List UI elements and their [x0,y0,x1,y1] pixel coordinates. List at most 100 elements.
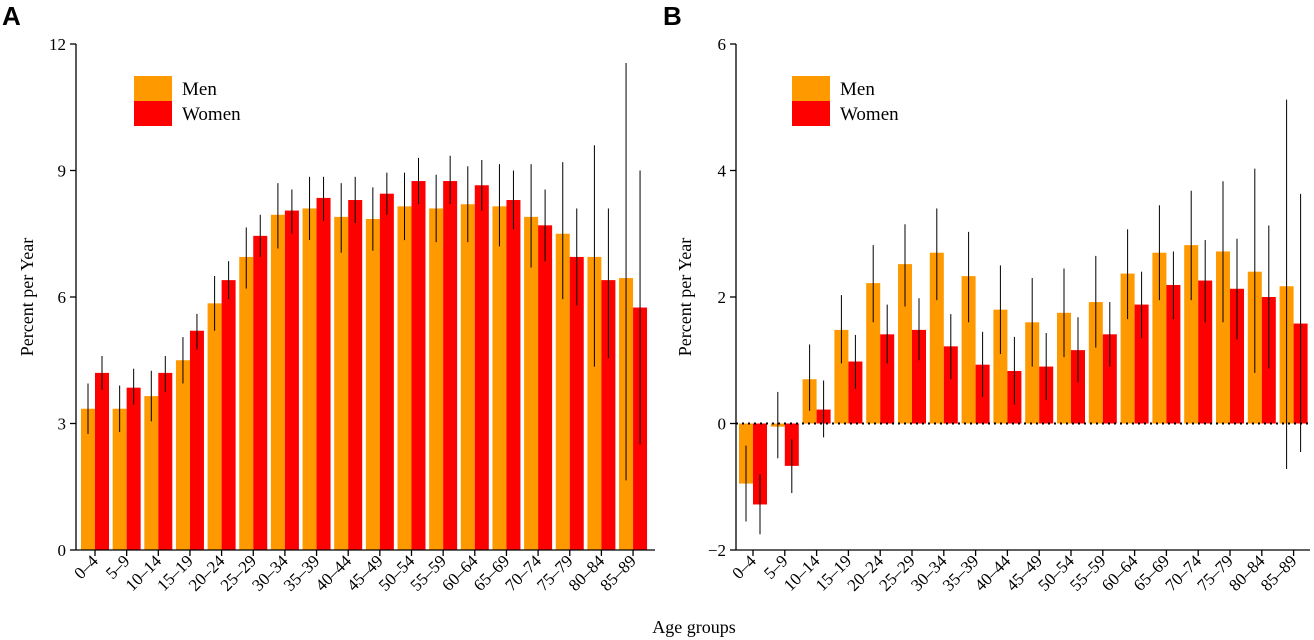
x-tick-label: 10–14 [780,551,824,595]
bar-women-1 [126,387,141,550]
bar-men-0 [81,408,95,550]
bar-men-14 [524,216,539,550]
bar-men-8 [993,309,1008,424]
bar-men-9 [365,218,380,551]
x-tick-label: 30–34 [907,551,951,595]
bar-women-5 [912,329,926,424]
x-tick-label: 35–39 [939,551,982,594]
y-tick-label: 4 [718,162,727,181]
x-tick-label: 85–89 [596,551,639,594]
x-tick-label: 80–84 [1225,551,1269,595]
bar-women-11 [443,181,458,551]
x-tick-label: 25–29 [217,551,260,594]
bar-men-3 [175,360,190,550]
legend-swatch-women [134,101,172,126]
bar-women-4 [221,280,236,550]
bar-women-14 [1198,280,1213,424]
legend-swatch-men [792,76,830,101]
panel-b-legend: Men Women [792,76,899,126]
bar-women-9 [379,193,394,550]
x-tick-label: 70–74 [1162,551,1206,595]
x-tick-label: 0–4 [728,551,760,583]
bar-women-13 [1166,284,1181,424]
bar-men-5 [898,264,912,424]
bar-men-6 [929,252,944,424]
panel-b-ylabel: Percent per Year [675,238,695,356]
bar-women-0 [95,372,109,550]
x-tick-label: 25–29 [875,551,918,594]
bar-women-14 [538,225,553,550]
bar-women-6 [943,346,958,424]
bar-men-14 [1184,245,1199,424]
panel-a-ylabel: Percent per Year [17,238,37,356]
x-tick-label: 60–64 [1098,551,1142,595]
bar-women-5 [253,235,268,551]
bar-women-0 [753,423,767,505]
x-tick-label: 20–24 [844,551,888,595]
x-tick-label: 40–44 [971,551,1015,595]
x-tick-label: 45–49 [1003,551,1046,594]
y-tick-label: 9 [58,162,67,181]
x-tick-label: 55–59 [1066,551,1109,594]
bar-men-15 [555,233,570,550]
bar-men-10 [1057,312,1071,424]
bar-women-2 [158,372,173,550]
x-tick-label: 75–79 [533,551,576,594]
bar-men-15 [1216,251,1230,424]
y-tick-label: 6 [718,35,727,54]
bar-women-8 [348,200,363,550]
bar-women-15 [1230,288,1244,424]
panel-a-chart: A Percent per Year 0–4 5–910–1415–1920–24… [2,1,655,595]
legend-label-women: Women [840,104,899,125]
y-tick-label: 12 [49,35,66,54]
x-tick-label: 65–69 [1130,551,1173,594]
bar-women-3 [848,361,863,424]
x-tick-label: 65–69 [470,551,513,594]
bar-men-6 [270,214,285,550]
y-tick-label: 2 [718,288,727,307]
bar-men-12 [1120,273,1135,424]
bar-men-5 [239,256,254,550]
bar-women-10 [1071,350,1085,424]
bar-women-15 [569,256,584,550]
legend-label-women: Women [182,104,241,125]
bar-men-10 [397,206,412,550]
panel-a-legend: Men Women [134,76,241,126]
bar-men-7 [961,276,976,424]
legend-swatch-men [134,76,172,101]
legend-label-men: Men [182,79,217,100]
bar-men-11 [1088,302,1103,424]
legend-label-men: Men [840,79,875,100]
bar-women-3 [189,330,204,550]
y-tick-label: 0 [718,415,727,434]
bar-men-11 [429,208,444,550]
bar-men-16 [587,256,602,550]
shared-xlabel: Age groups [652,617,736,637]
bar-men-13 [492,206,507,550]
panel-a-label: A [2,1,21,31]
x-tick-label: 15–19 [812,551,855,594]
bar-men-7 [302,208,317,550]
legend-swatch-women [792,101,830,126]
y-tick-label: −2 [708,541,726,560]
bar-men-9 [1025,322,1040,424]
bar-women-11 [1102,334,1117,424]
x-tick-label: 75–79 [1193,551,1236,594]
bar-women-12 [474,185,489,550]
panel-b-label: B [663,1,682,31]
x-tick-label: 55–59 [406,551,449,594]
x-tick-label: 15–19 [153,551,196,594]
bar-women-13 [506,200,521,550]
bar-women-6 [284,210,299,550]
bar-women-10 [411,181,426,551]
bar-men-12 [460,204,475,551]
bar-men-13 [1152,252,1167,424]
x-tick-label: 85–89 [1257,551,1300,594]
bar-women-16 [601,280,616,550]
bar-women-12 [1134,304,1149,424]
bar-men-4 [866,283,881,424]
x-tick-label: 50–54 [1034,551,1078,595]
y-tick-label: 6 [58,288,67,307]
bar-men-8 [334,216,349,550]
